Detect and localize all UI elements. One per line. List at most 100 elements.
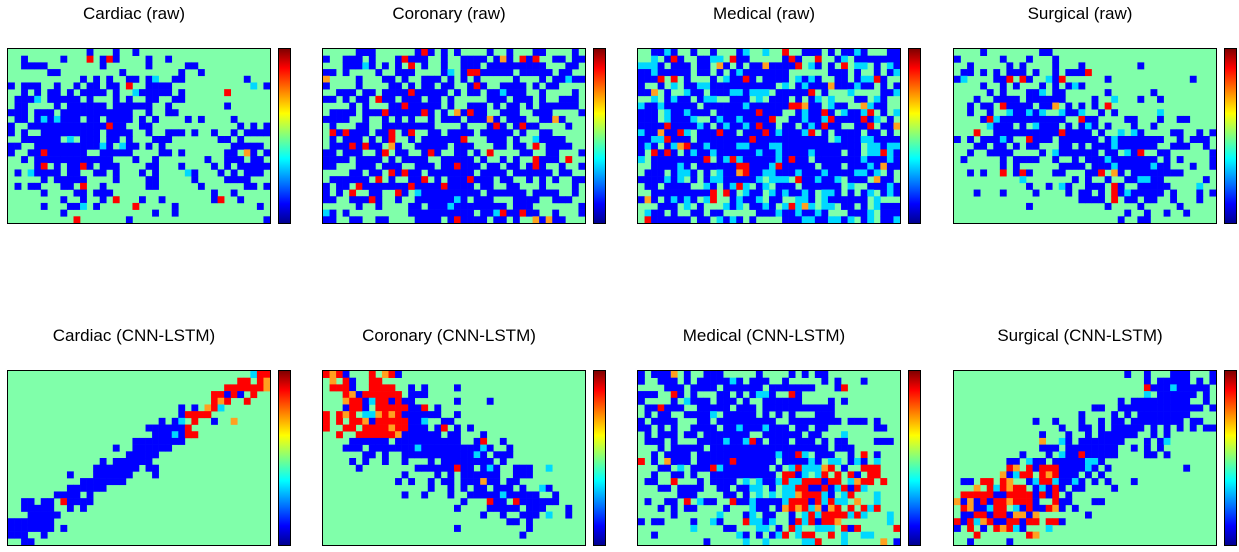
heatmap-cell <box>434 411 442 419</box>
heatmap-cell <box>716 484 724 492</box>
heatmap-cell <box>21 115 28 123</box>
heatmap-cell <box>414 209 422 217</box>
heatmap-cell <box>152 82 159 90</box>
heatmap-cell <box>801 444 809 452</box>
heatmap-cell <box>1196 189 1204 197</box>
heatmap-cell <box>1104 478 1112 486</box>
heatmap-cell <box>1019 491 1027 499</box>
heatmap-cell <box>664 162 672 170</box>
heatmap-cell <box>782 49 789 56</box>
heatmap-cell <box>1170 411 1177 419</box>
heatmap-cell <box>263 384 270 392</box>
heatmap-cell <box>486 444 494 452</box>
heatmap-cell <box>1026 202 1033 210</box>
heatmap-cell <box>1143 417 1151 425</box>
heatmap-cell <box>1183 391 1191 399</box>
heatmap-cell <box>841 109 848 117</box>
heatmap-cell <box>447 216 455 223</box>
heatmap-cell <box>355 95 363 103</box>
heatmap-cell <box>893 202 900 210</box>
heatmap-cell <box>99 169 107 177</box>
heatmap-cell <box>782 404 789 412</box>
heatmap-cell <box>434 75 442 83</box>
heatmap-cell <box>1137 149 1145 157</box>
heatmap-cell <box>795 444 803 452</box>
heatmap-cell <box>27 82 35 90</box>
heatmap-cell <box>539 182 546 190</box>
heatmap-cell <box>421 122 429 130</box>
heatmap-cell <box>362 176 370 184</box>
heatmap-cell <box>125 464 133 472</box>
heatmap-cell <box>847 162 855 170</box>
heatmap-cell <box>841 384 848 392</box>
heatmap-cell <box>460 149 468 157</box>
heatmap-cell <box>1058 169 1066 177</box>
heatmap-cell <box>651 404 658 412</box>
heatmap-cell <box>454 182 461 190</box>
heatmap-cell <box>539 169 546 177</box>
heatmap-cell <box>854 95 861 103</box>
heatmap-cell <box>834 169 842 177</box>
heatmap-cell <box>893 69 900 77</box>
heatmap-cell <box>683 371 691 378</box>
heatmap-cell <box>742 162 750 170</box>
heatmap-cell <box>710 464 717 472</box>
heatmap-cell <box>539 504 546 512</box>
heatmap-cell <box>250 169 258 177</box>
heatmap-cell <box>834 136 842 143</box>
heatmap-cell <box>710 89 717 97</box>
heatmap-cell <box>670 504 678 512</box>
heatmap-cell <box>677 115 685 123</box>
heatmap-cell <box>401 169 409 177</box>
heatmap-cell <box>421 142 429 150</box>
heatmap-cell <box>827 524 835 532</box>
heatmap-cell <box>860 122 868 130</box>
heatmap-cell <box>1012 484 1020 492</box>
heatmap-cell <box>388 102 396 110</box>
heatmap-cell <box>532 82 540 90</box>
heatmap-cell <box>499 129 507 137</box>
heatmap-cell <box>801 149 809 157</box>
heatmap-cell <box>1163 156 1171 164</box>
heatmap-cell <box>1085 149 1092 157</box>
heatmap-cell <box>388 162 396 170</box>
heatmap-cell <box>362 437 370 445</box>
heatmap-cell <box>1202 424 1210 432</box>
heatmap-cell <box>145 95 153 103</box>
heatmap-cell <box>329 95 337 103</box>
heatmap-cell <box>355 62 363 70</box>
heatmap-cell <box>217 391 225 399</box>
heatmap-cell <box>73 129 81 137</box>
heatmap-cell <box>454 189 461 197</box>
heatmap-cell <box>532 216 540 223</box>
heatmap-cell <box>112 55 120 63</box>
heatmap-cell <box>355 122 363 130</box>
heatmap-cell <box>860 209 868 217</box>
heatmap-cell <box>723 129 730 137</box>
heatmap-cell <box>742 384 750 392</box>
heatmap-cell <box>578 109 585 117</box>
heatmap-cell <box>427 122 435 130</box>
heatmap-cell <box>762 464 770 472</box>
heatmap-cell <box>1117 156 1125 164</box>
heatmap-cell <box>473 444 481 452</box>
heatmap-cell <box>558 136 566 143</box>
heatmap-cell <box>657 136 665 143</box>
heatmap-cell <box>1006 524 1014 532</box>
heatmap-cell <box>729 196 737 204</box>
heatmap-cell <box>256 384 264 392</box>
heatmap-cell <box>243 384 251 392</box>
heatmap-cell <box>40 504 48 512</box>
heatmap-cell <box>769 75 776 83</box>
heatmap-cell <box>841 491 848 499</box>
heatmap-cell <box>395 142 402 150</box>
heatmap-cell <box>1032 531 1040 539</box>
heatmap-cell <box>1026 55 1033 63</box>
heatmap-cell <box>47 524 55 532</box>
heatmap-cell <box>427 451 435 459</box>
colorbar <box>1224 370 1237 546</box>
heatmap-cell <box>349 444 357 452</box>
heatmap-cell <box>421 189 429 197</box>
heatmap-cell <box>171 431 179 439</box>
heatmap-cell <box>1130 417 1138 425</box>
